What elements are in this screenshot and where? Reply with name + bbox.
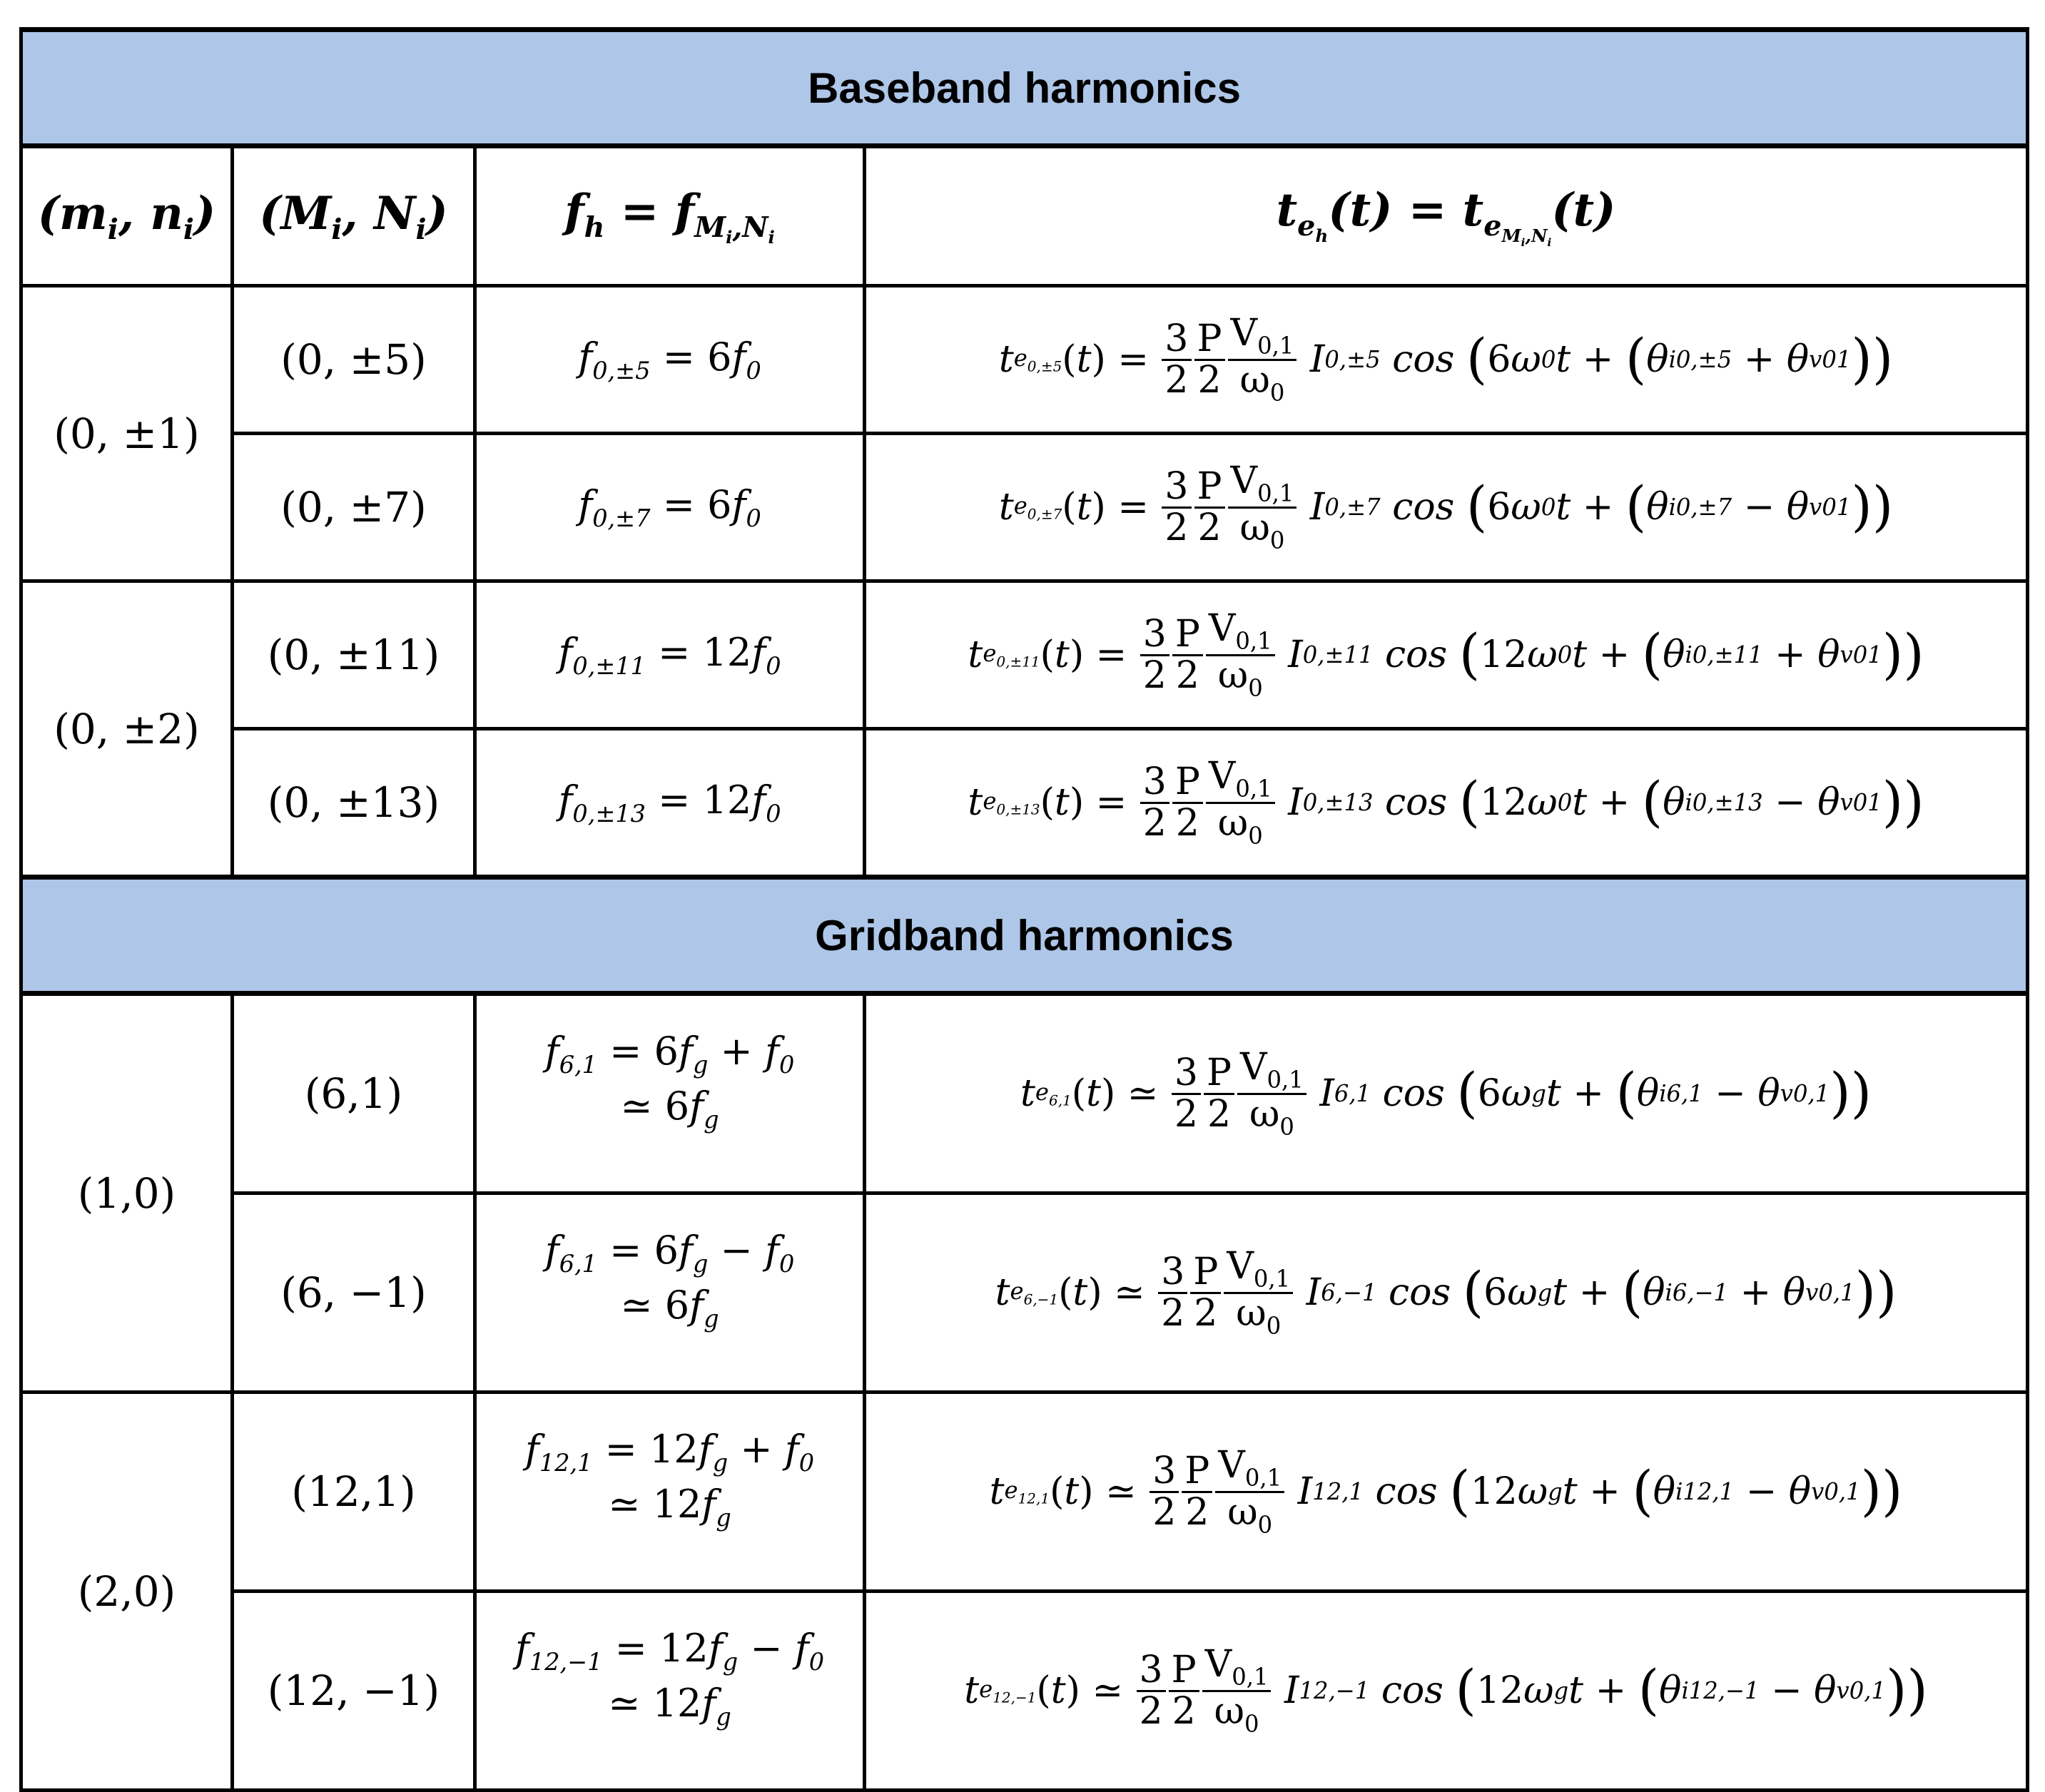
- baseband-section-title: Baseband harmonics: [19, 27, 2030, 148]
- MN-cell: (0, ±13): [230, 727, 477, 879]
- mn-cell: (1,0): [19, 992, 234, 1394]
- mn-cell: (0, ±1): [19, 284, 234, 583]
- header-mn: (mi, ni): [19, 144, 234, 287]
- mn-cell: (2,0): [19, 1390, 234, 1792]
- MN-cell: (12,1): [230, 1390, 477, 1593]
- table-row: (1,0) (6,1) f6,1 = 6fg + f0 ≃ 6fg t e6,1(t…: [19, 992, 2030, 1394]
- gridband-section-title: Gridband harmonics: [19, 875, 2030, 996]
- fh-cell: f0,±11 = 12f0: [473, 579, 866, 730]
- MN-cell: (0, ±7): [230, 432, 477, 583]
- MN-cell: (0, ±5): [230, 284, 477, 435]
- fh-cell: f0,±7 = 6f0: [473, 432, 866, 583]
- harmonics-table-container: Baseband harmonics (mi, ni) (Mi, Ni) fh …: [19, 27, 2030, 1792]
- table-row: (12, −1) f12,−1 = 12fg − f0 ≃ 12fg t e12,−…: [21, 1589, 2030, 1792]
- table-row: (6, −1) f6,1 = 6fg − f0 ≃ 6fg t e6,−1(t) ≃…: [21, 1191, 2030, 1394]
- MN-cell: (6,1): [230, 992, 477, 1195]
- fh-cell: f12,−1 = 12fg − f0 ≃ 12fg: [473, 1589, 866, 1792]
- table-row: (2,0) (12,1) f12,1 = 12fg + f0 ≃ 12fg t e1…: [19, 1390, 2030, 1792]
- MN-cell: (0, ±11): [230, 579, 477, 730]
- header-MN: (Mi, Ni): [230, 144, 477, 287]
- fh-cell: f0,±5 = 6f0: [473, 284, 866, 435]
- harmonics-table: Baseband harmonics (mi, ni) (Mi, Ni) fh …: [19, 27, 2030, 1792]
- table-row: (0, ±2) (0, ±11) f0,±11 = 12f0 t e0,±11(t…: [19, 579, 2030, 879]
- fh-cell: f0,±13 = 12f0: [473, 727, 866, 879]
- mn-cell: (0, ±2): [19, 579, 234, 879]
- MN-cell: (12, −1): [230, 1589, 477, 1792]
- MN-cell: (6, −1): [230, 1191, 477, 1394]
- fh-cell: f6,1 = 6fg − f0 ≃ 6fg: [473, 1191, 866, 1394]
- table-row: (0, ±1) (0, ±5) f0,±5 = 6f0 t e0,±5(t) = …: [19, 284, 2030, 583]
- column-header-row: (mi, ni) (Mi, Ni) fh = fMi,Ni teh(t) = t…: [19, 144, 2030, 287]
- header-te: teh(t) = teMi,Ni(t): [862, 144, 2030, 287]
- header-fh: fh = fMi,Ni: [473, 144, 866, 287]
- fh-cell: f6,1 = 6fg + f0 ≃ 6fg: [473, 992, 866, 1195]
- fh-cell: f12,1 = 12fg + f0 ≃ 12fg: [473, 1390, 866, 1593]
